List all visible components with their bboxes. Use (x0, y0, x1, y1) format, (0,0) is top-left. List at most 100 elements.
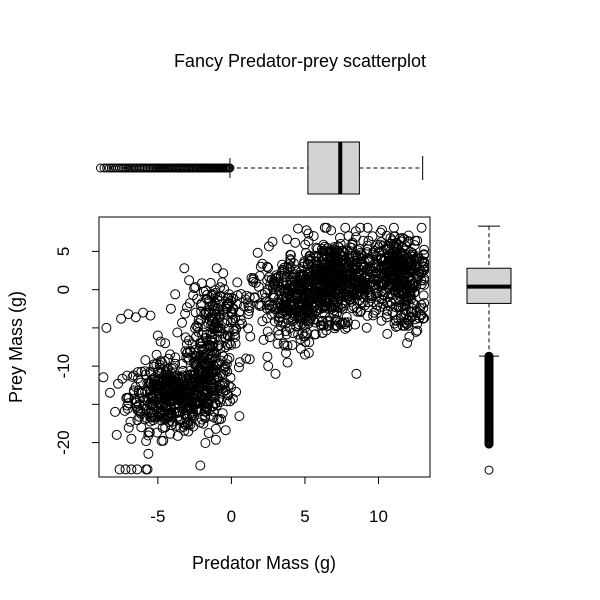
scatter-point (334, 248, 345, 259)
scatter-point (177, 358, 188, 369)
scatter-point (156, 436, 167, 446)
scatter-point (323, 292, 334, 303)
scatter-point (328, 305, 339, 316)
scatter-point (386, 253, 397, 263)
scatter-point (332, 241, 343, 252)
scatter-point (346, 257, 357, 268)
scatter-point (401, 295, 412, 306)
scatter-point (145, 310, 156, 321)
scatter-point (351, 303, 362, 314)
scatter-point (223, 380, 234, 391)
scatter-point (305, 280, 316, 291)
scatter-point (151, 349, 162, 360)
scatter-point (232, 277, 243, 288)
scatter-point (207, 401, 218, 412)
scatter-point (351, 368, 362, 379)
scatter-point (305, 272, 316, 283)
scatter-point (359, 256, 370, 267)
predator-box (307, 141, 360, 195)
scatter-point (197, 414, 207, 425)
scatter-point (293, 310, 304, 321)
scatter-point (196, 298, 207, 309)
scatter-point (148, 381, 159, 392)
scatter-point (395, 249, 406, 260)
scatter-point (193, 318, 204, 329)
prey-outlier (484, 439, 494, 449)
scatter-point (190, 351, 201, 361)
y-tick-label: -20 (54, 430, 73, 455)
scatter-point (101, 322, 112, 333)
scatter-point (413, 267, 424, 277)
scatter-point (144, 427, 155, 438)
scatter-point (373, 297, 384, 308)
scatter-point (402, 319, 413, 329)
scatter-point (212, 303, 223, 314)
scatter-point (195, 417, 205, 428)
scatter-point (381, 312, 392, 323)
scatter-point (411, 326, 422, 337)
scatter-point (140, 355, 151, 366)
scatter-point (339, 258, 350, 269)
scatter-point (145, 408, 156, 419)
scatter-point (391, 250, 402, 261)
y-axis: -20 -10 0 5 (54, 247, 99, 455)
scatter-point (146, 391, 157, 402)
scatter-point (209, 385, 220, 396)
scatter-point (170, 289, 181, 300)
scatter-point (272, 302, 283, 313)
scatter-point (230, 332, 241, 342)
scatter-point (404, 272, 415, 283)
scatter-point (201, 307, 212, 318)
scatter-points (98, 222, 430, 475)
scatter-point (319, 259, 330, 270)
x-tick-label: -5 (150, 507, 165, 526)
scatter-point (151, 400, 162, 411)
scatter-point (350, 226, 361, 237)
predator-outlier (99, 163, 109, 173)
scatter-point (336, 275, 347, 286)
scatter-point (352, 250, 363, 261)
scatter-point (200, 402, 211, 413)
scatter-point (201, 403, 212, 413)
scatter-point (331, 255, 342, 266)
scatter-point (311, 265, 322, 276)
scatter-point (191, 390, 202, 401)
scatter-point (224, 353, 235, 363)
scatter-point (376, 253, 387, 264)
scatter-point (157, 399, 168, 409)
scatter-point (352, 275, 363, 285)
x-tick-label: 5 (300, 507, 309, 526)
scatter-point (126, 464, 137, 475)
scatter-point (170, 358, 181, 369)
scatter-point (283, 285, 294, 296)
scatter-point (243, 323, 254, 334)
scatter-point (182, 348, 192, 358)
scatter-point (105, 387, 115, 398)
scatter-point (262, 351, 273, 362)
scatter-point (228, 324, 239, 335)
scatter-point (151, 379, 162, 390)
scatter-point (143, 448, 154, 459)
scatter-point (281, 348, 291, 358)
scatter-point (409, 314, 420, 325)
scatter-point (208, 390, 219, 401)
scatter-point (412, 235, 423, 246)
y-axis-label: Prey Mass (g) (6, 291, 26, 403)
scatter-point (358, 284, 369, 295)
scatter-point (134, 411, 145, 422)
scatter-point (196, 391, 207, 402)
scatter-point (138, 307, 149, 318)
scatter-point (155, 378, 166, 388)
scatter-point (364, 255, 375, 266)
scatter-point (208, 360, 219, 371)
scatter-point (130, 312, 141, 323)
scatter-point (218, 268, 229, 279)
scatter-point (388, 222, 399, 233)
scatter-point (219, 284, 230, 295)
scatter-point (282, 357, 293, 368)
scatter-point (418, 313, 429, 324)
scatter-point (317, 327, 328, 338)
scatter-point (311, 252, 322, 263)
scatter-point (227, 393, 238, 404)
scatter-point (340, 222, 351, 233)
